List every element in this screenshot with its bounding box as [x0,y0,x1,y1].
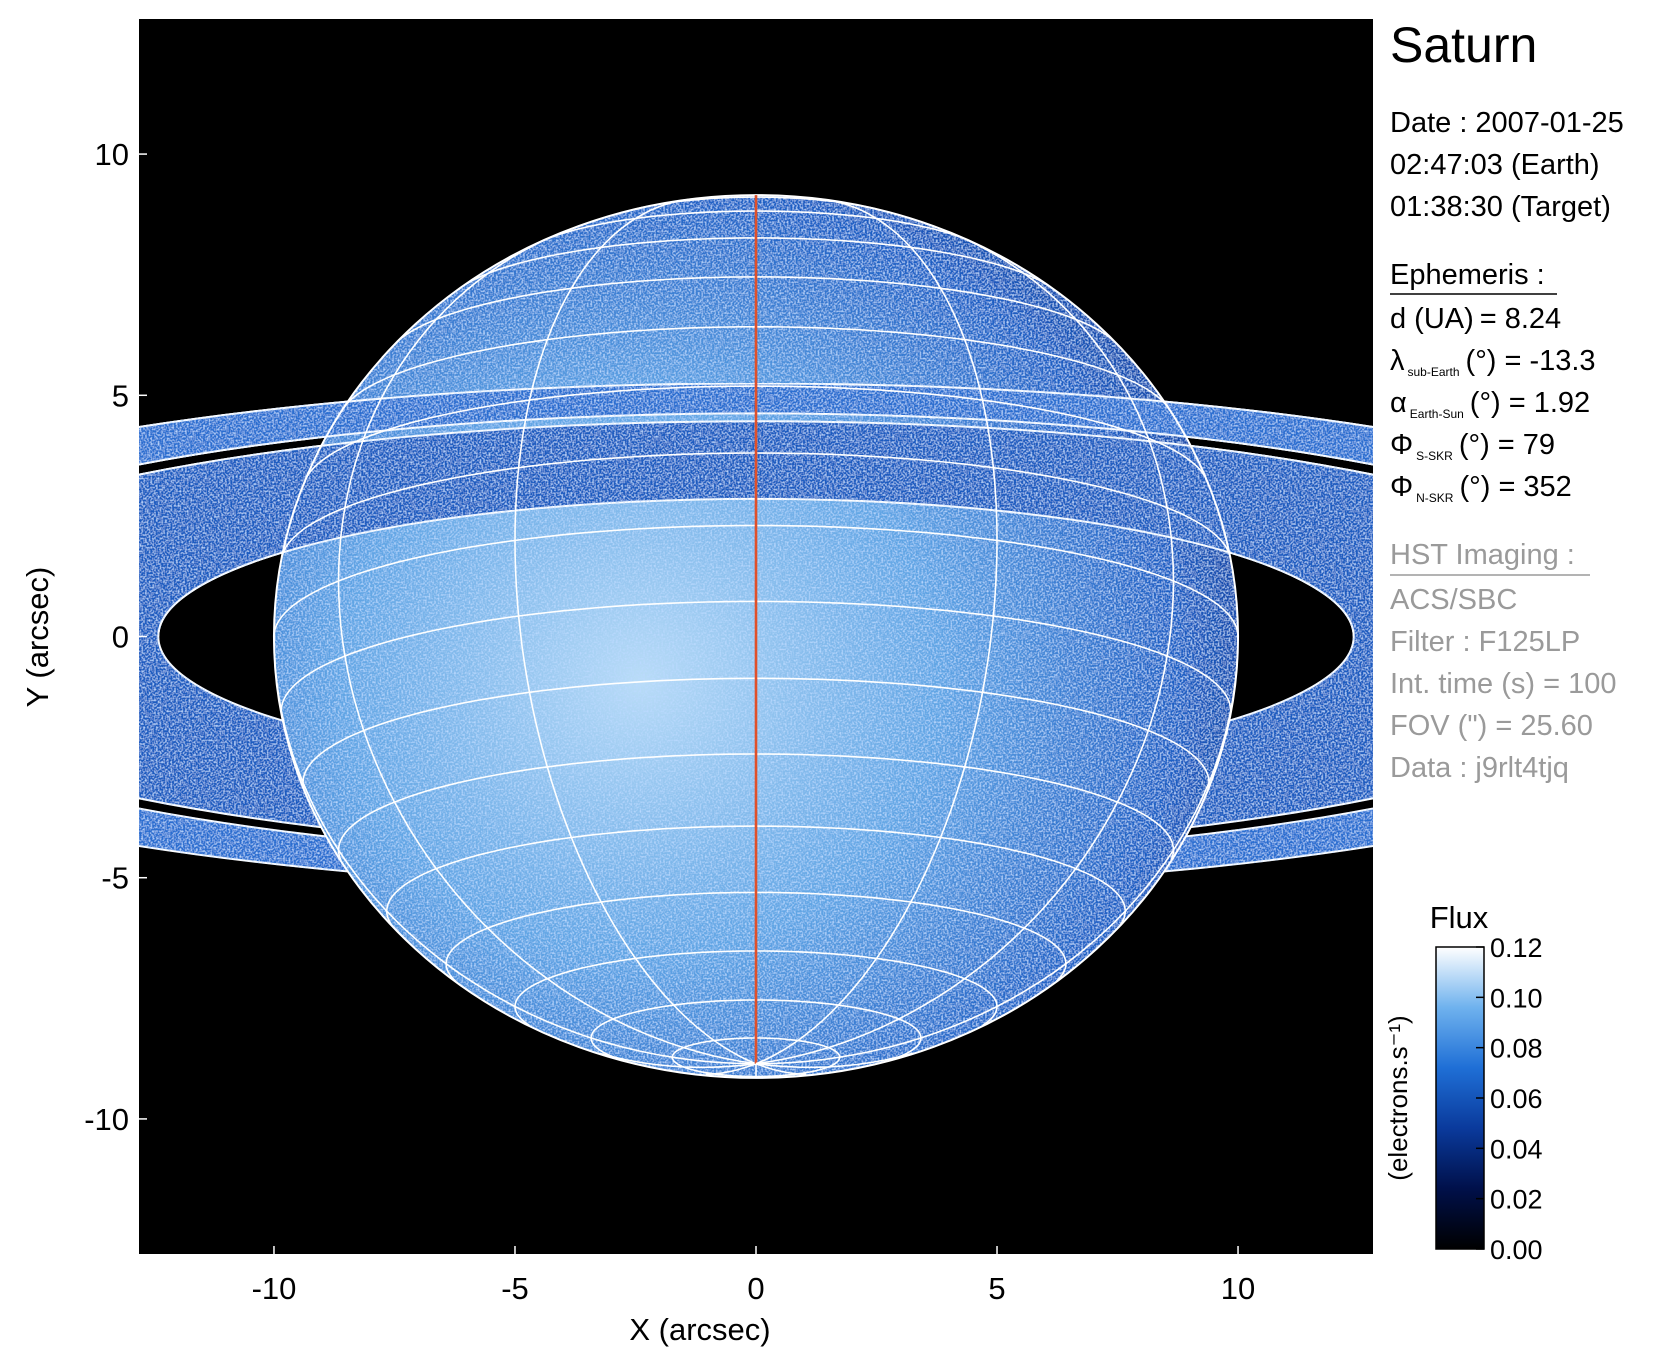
ephemeris-value: 79 [1523,429,1555,461]
y-tick-label: -10 [84,1102,129,1137]
x-tick-label: -5 [501,1271,529,1306]
colorbar-tick-label: 0.12 [1490,933,1543,963]
ephemeris-symbol: λ [1390,345,1405,377]
colorbar-tick-label: 0.00 [1490,1235,1543,1265]
planet-grid-line [599,1052,757,1069]
imaging-line: FOV (") = 25.60 [1390,710,1593,742]
imaging-line: ACS/SBC [1390,584,1517,616]
ephemeris-entry: Φ N-SKR (°) = 352 [1390,471,1572,505]
image [139,194,1373,1079]
title: Saturn [1390,17,1537,73]
planet-grid-line [337,222,757,1065]
colorbar-label: (electrons.s⁻¹) [1383,1015,1413,1180]
imaging-line: Data : j9rlt4tjq [1390,752,1569,784]
imaging-line: Int. time (s) = 100 [1390,668,1616,700]
planet-grid-line [514,197,757,1065]
colorbar-tick-label: 0.06 [1490,1084,1543,1114]
x-tick-label: 0 [747,1271,764,1306]
ring-band [139,420,1373,637]
planet-grid-line [755,222,1175,1065]
ephemeris-unit: (°) = [1470,387,1526,419]
x-tick-label: -10 [252,1271,297,1306]
ephemeris-entry: λ sub-Earth (°) = -13.3 [1390,345,1596,379]
ephemeris-symbol: α [1390,387,1407,419]
ephemeris-entry: Φ S-SKR (°) = 79 [1390,429,1555,463]
ephemeris-unit: (°) = [1466,345,1522,377]
y-tick-label: -5 [101,861,129,896]
y-tick-label: 5 [112,378,129,413]
date-line: 01:38:30 (Target) [1390,191,1611,223]
x-tick-label: 10 [1221,1271,1255,1306]
ephemeris-symbol: Φ [1390,429,1413,461]
imaging-title: HST Imaging : [1390,539,1575,571]
planet-grid-line [755,197,998,1065]
planet-grid-line [755,1052,913,1069]
ephemeris-symbol: Φ [1390,471,1413,503]
y-tick-label: 10 [95,137,129,172]
ephemeris-unit: (°) = [1459,471,1515,503]
colorbar-tick-label: 0.04 [1490,1134,1543,1164]
ephemeris-subscript: Earth-Sun [1410,407,1464,421]
y-axis-label: Y (arcsec) [20,567,55,708]
planet-grid-line [705,1062,757,1076]
ephemeris-value: 8.24 [1505,303,1561,335]
colorbar-title: Flux [1430,900,1489,935]
y-tick-label: 0 [112,620,129,655]
ephemeris-value: -13.3 [1529,345,1595,377]
ephemeris-subscript: S-SKR [1416,449,1453,463]
ephemeris-value: 1.92 [1534,387,1590,419]
ephemeris-unit: = [1480,303,1497,335]
ephemeris-entry: d (UA) = 8.24 [1390,303,1561,335]
ephemeris-subscript: N-SKR [1416,491,1454,505]
imaging-line: Filter : F125LP [1390,626,1580,658]
colorbar-tick-label: 0.10 [1490,983,1543,1013]
planet-grid-line [755,636,1239,1065]
ephemeris-unit: (°) = [1459,429,1515,461]
ephemeris-symbol: d (UA) [1390,303,1474,335]
ephemeris-entry: α Earth-Sun (°) = 1.92 [1390,387,1590,421]
colorbar-tick-label: 0.02 [1490,1185,1543,1215]
date-line: 02:47:03 (Earth) [1390,149,1600,181]
ephemeris-title: Ephemeris : [1390,259,1545,291]
planet-grid-line [273,636,757,1065]
x-axis-label: X (arcsec) [629,1312,770,1347]
ephemeris-subscript: sub-Earth [1408,365,1460,379]
colorbar-tick-label: 0.08 [1490,1034,1543,1064]
ephemeris-value: 352 [1523,471,1571,503]
x-tick-label: 5 [988,1271,1005,1306]
date-line: Date : 2007-01-25 [1390,107,1624,139]
planet-limb [272,194,1240,1079]
planet-grid-line [755,1062,807,1076]
